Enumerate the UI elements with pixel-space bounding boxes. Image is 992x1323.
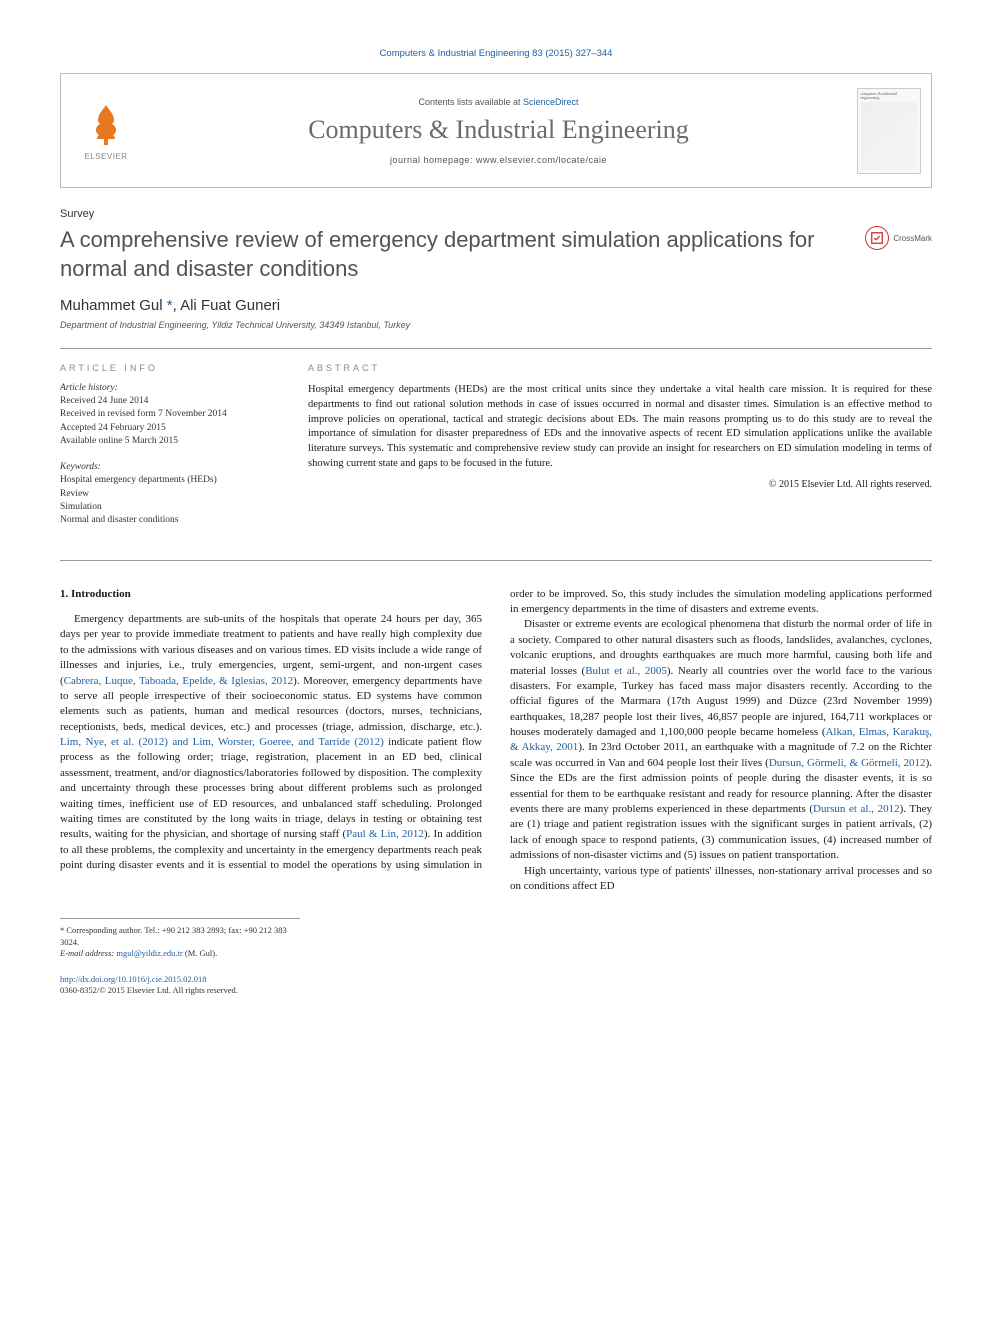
journal-name: Computers & Industrial Engineering	[308, 115, 689, 145]
cover-thumbnail-area: computers & industrial engineering	[846, 74, 931, 187]
crossmark-badge[interactable]: CrossMark	[865, 226, 932, 250]
history-label: Article history:	[60, 383, 280, 393]
crossmark-check-icon	[870, 231, 884, 245]
corr-email[interactable]: mgul@yildiz.edu.tr	[116, 948, 182, 958]
keywords-block: Keywords: Hospital emergency departments…	[60, 462, 280, 527]
journal-header-box: ELSEVIER Contents lists available at Sci…	[60, 73, 932, 188]
issn-copyright: 0360-8352/© 2015 Elsevier Ltd. All right…	[60, 985, 238, 995]
abstract-column: ABSTRACT Hospital emergency departments …	[308, 363, 932, 541]
publisher-logo-area: ELSEVIER	[61, 74, 151, 187]
paragraph-2: Disaster or extreme events are ecologica…	[510, 617, 932, 863]
keyword-2: Review	[60, 488, 280, 501]
crossmark-label: CrossMark	[893, 234, 932, 243]
section-1-heading: 1. Introduction	[60, 587, 482, 602]
homepage-url[interactable]: www.elsevier.com/locate/caie	[476, 155, 607, 165]
contents-prefix: Contents lists available at	[418, 97, 523, 107]
author-1[interactable]: Muhammet Gul	[60, 297, 163, 314]
citation-2[interactable]: Lim, Nye, et al. (2012) and Lim, Worster…	[60, 736, 384, 748]
online-date: Available online 5 March 2015	[60, 435, 280, 448]
article-type: Survey	[60, 208, 932, 220]
abstract-copyright: © 2015 Elsevier Ltd. All rights reserved…	[308, 479, 932, 490]
footer-separator: * Corresponding author. Tel.: +90 212 38…	[60, 918, 300, 959]
info-abstract-row: ARTICLE INFO Article history: Received 2…	[60, 348, 932, 560]
paragraph-3: High uncertainty, various type of patien…	[510, 864, 932, 895]
p1-text-c: indicate patient flow process as the fol…	[60, 736, 482, 840]
citation-6[interactable]: Dursun, Görmeli, & Görmeli, 2012	[769, 757, 926, 769]
journal-reference: Computers & Industrial Engineering 83 (2…	[60, 48, 932, 59]
citation-4[interactable]: Bulut et al., 2005	[585, 665, 667, 677]
elsevier-tree-icon	[82, 101, 130, 149]
title-row: A comprehensive review of emergency depa…	[60, 226, 932, 283]
homepage-line: journal homepage: www.elsevier.com/locat…	[390, 155, 607, 165]
citation-7[interactable]: Dursun et al., 2012	[813, 803, 900, 815]
footer-bottom: http://dx.doi.org/10.1016/j.cie.2015.02.…	[60, 974, 932, 997]
elsevier-text: ELSEVIER	[84, 152, 127, 161]
email-label: E-mail address:	[60, 948, 116, 958]
sciencedirect-link[interactable]: ScienceDirect	[523, 97, 579, 107]
email-suffix: (M. Gul).	[183, 948, 217, 958]
contents-line: Contents lists available at ScienceDirec…	[418, 97, 578, 107]
keyword-1: Hospital emergency departments (HEDs)	[60, 474, 280, 487]
citation-1[interactable]: Cabrera, Luque, Taboada, Epelde, & Igles…	[64, 675, 294, 687]
doi-link[interactable]: http://dx.doi.org/10.1016/j.cie.2015.02.…	[60, 974, 206, 984]
keyword-3: Simulation	[60, 501, 280, 514]
revised-date: Received in revised form 7 November 2014	[60, 408, 280, 421]
crossmark-circle	[865, 226, 889, 250]
header-center: Contents lists available at ScienceDirec…	[151, 74, 846, 187]
article-title: A comprehensive review of emergency depa…	[60, 226, 865, 283]
author-2[interactable]: , Ali Fuat Guneri	[173, 297, 281, 314]
article-info: ARTICLE INFO Article history: Received 2…	[60, 363, 280, 541]
corr-text: Corresponding author. Tel.: +90 212 383 …	[60, 925, 287, 946]
accepted-date: Accepted 24 February 2015	[60, 422, 280, 435]
cover-title-text: computers & industrial engineering	[861, 92, 917, 101]
homepage-prefix: journal homepage:	[390, 155, 476, 165]
authors: Muhammet Gul *, Ali Fuat Guneri	[60, 297, 932, 314]
keywords-label: Keywords:	[60, 462, 280, 472]
abstract-text: Hospital emergency departments (HEDs) ar…	[308, 383, 932, 471]
abstract-heading: ABSTRACT	[308, 363, 932, 373]
article-body: 1. Introduction Emergency departments ar…	[60, 587, 932, 895]
article-history-block: Article history: Received 24 June 2014 R…	[60, 383, 280, 448]
citation-3[interactable]: Paul & Lin, 2012	[346, 828, 424, 840]
elsevier-logo[interactable]: ELSEVIER	[76, 96, 136, 166]
affiliation: Department of Industrial Engineering, Yi…	[60, 320, 932, 330]
keyword-4: Normal and disaster conditions	[60, 514, 280, 527]
article-info-heading: ARTICLE INFO	[60, 363, 280, 373]
cover-art	[861, 102, 917, 169]
journal-cover-thumbnail[interactable]: computers & industrial engineering	[857, 88, 921, 174]
received-date: Received 24 June 2014	[60, 395, 280, 408]
corresponding-author-footer: * Corresponding author. Tel.: +90 212 38…	[60, 925, 300, 959]
